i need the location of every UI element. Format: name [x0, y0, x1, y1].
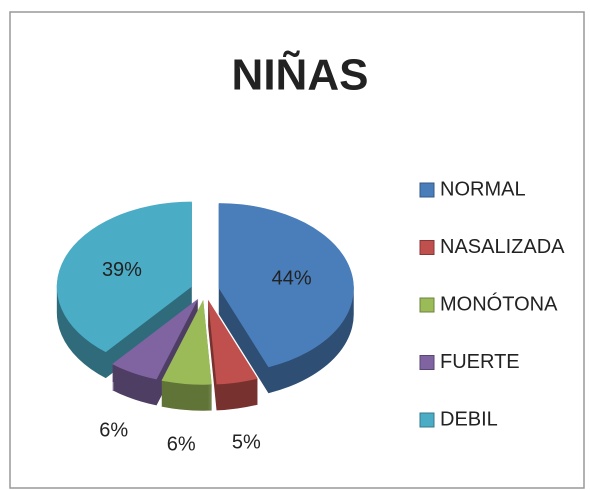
data-label: 6% [167, 434, 196, 456]
slice-top [218, 203, 354, 368]
slice-top [112, 298, 199, 380]
legend-swatch [419, 240, 435, 255]
legend-swatch [419, 297, 435, 313]
pie-slice [208, 299, 258, 411]
legend-swatch [419, 355, 435, 370]
slice-top [208, 299, 258, 385]
pie-slice [112, 298, 199, 406]
legend-label: DEBIL [440, 408, 498, 430]
data-label: 39% [102, 259, 142, 281]
data-label: 6% [99, 420, 128, 442]
legend-label: NASALIZADA [440, 236, 565, 258]
data-label: 44% [272, 268, 312, 290]
legend-label: MONÓTONA [440, 292, 558, 315]
pie-slice [218, 203, 354, 394]
legend-label: FUERTE [440, 351, 520, 373]
legend-label: NORMAL [440, 178, 526, 200]
chart-title: NIÑAS [232, 50, 369, 100]
data-label: 5% [232, 432, 261, 454]
legend-swatch [419, 182, 435, 198]
slice-top [56, 201, 192, 353]
slice-top [161, 299, 212, 385]
legend-swatch [419, 412, 435, 428]
pie-slice [161, 299, 212, 411]
